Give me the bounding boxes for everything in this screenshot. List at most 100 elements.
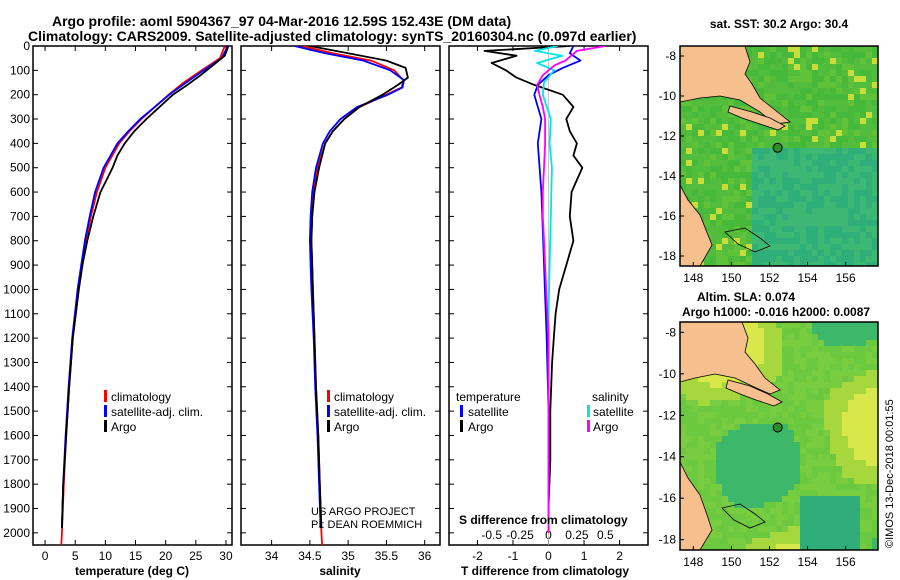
map-cell [782, 400, 788, 406]
map-cell [746, 520, 752, 526]
map-cell [860, 226, 866, 232]
map-cell [812, 250, 818, 256]
map-cell [794, 412, 800, 418]
map-cell [860, 478, 866, 484]
map-cell [806, 322, 812, 328]
map-cell [860, 106, 866, 112]
map-cell [788, 466, 794, 472]
map-cell [746, 244, 752, 250]
map-cell [812, 508, 818, 514]
x-tick-label: 15 [129, 549, 143, 563]
map-cell [860, 520, 866, 526]
map-cell [794, 376, 800, 382]
map-cell [872, 154, 878, 160]
map-cell [848, 418, 854, 424]
map-cell [854, 382, 860, 388]
map-cell [686, 388, 692, 394]
map-cell [800, 346, 806, 352]
map-cell [788, 76, 794, 82]
map-cell [806, 466, 812, 472]
map-cell [800, 328, 806, 334]
map-cell [722, 112, 728, 118]
map-cell [704, 406, 710, 412]
map-cell [692, 460, 698, 466]
map-cell [716, 538, 722, 544]
map-cell [782, 136, 788, 142]
legend-argo-swatch [327, 420, 330, 432]
map-cell [842, 496, 848, 502]
map-cell [866, 130, 872, 136]
map-cell [830, 76, 836, 82]
map-cell [800, 436, 806, 442]
map-cell [866, 406, 872, 412]
map-cell [692, 160, 698, 166]
map-cell [860, 484, 866, 490]
map-cell [692, 166, 698, 172]
map-cell [764, 160, 770, 166]
depth-tick-label: 900 [10, 258, 30, 272]
map-cell [758, 184, 764, 190]
map-cell [728, 226, 734, 232]
map-cell [728, 442, 734, 448]
map-cell [710, 520, 716, 526]
map-cell [812, 322, 818, 328]
map-cell [842, 124, 848, 130]
map-cell [698, 412, 704, 418]
map-cell [800, 238, 806, 244]
map-cell [866, 184, 872, 190]
map-cell [872, 322, 878, 328]
map-cell [842, 484, 848, 490]
map-cell [782, 478, 788, 484]
map-cell [764, 514, 770, 520]
map-cell [800, 496, 806, 502]
map-cell [782, 262, 788, 266]
map-cell [842, 382, 848, 388]
map-cell [806, 100, 812, 106]
map-cell [740, 208, 746, 214]
map-cell [824, 124, 830, 130]
map-cell [710, 526, 716, 532]
map-cell [842, 424, 848, 430]
map-cell [848, 148, 854, 154]
map-cell [830, 400, 836, 406]
map-cell [866, 124, 872, 130]
map-cell [734, 400, 740, 406]
map-cell [806, 220, 812, 226]
map-cell [716, 400, 722, 406]
map-cell [794, 544, 800, 550]
map-cell [818, 106, 824, 112]
map-cell [818, 226, 824, 232]
map-cell [704, 178, 710, 184]
sst-map-frame [679, 45, 879, 267]
map-cell [830, 520, 836, 526]
map-cell [830, 208, 836, 214]
depth-tick-label: 1900 [3, 501, 30, 515]
map-cell [824, 136, 830, 142]
map-cell [764, 322, 770, 328]
map-cell [848, 448, 854, 454]
map-cell [866, 112, 872, 118]
map-cell [698, 100, 704, 106]
map-cell [818, 376, 824, 382]
map-cell [776, 70, 782, 76]
map-cell [824, 496, 830, 502]
map-cell [788, 538, 794, 544]
map-cell [680, 436, 686, 442]
map-cell [776, 52, 782, 58]
map-cell [788, 418, 794, 424]
sla-map-frame [679, 321, 879, 551]
legend-t-argo-swatch [460, 420, 463, 432]
map-cell [794, 508, 800, 514]
map-cell [692, 442, 698, 448]
map-cell [704, 196, 710, 202]
map-cell [806, 352, 812, 358]
map-cell [854, 526, 860, 532]
map-cell [752, 262, 758, 266]
map-cell [872, 118, 878, 124]
map-cell [872, 538, 878, 544]
map-cell [710, 394, 716, 400]
map-cell [800, 166, 806, 172]
map-cell [860, 514, 866, 520]
map-cell [812, 538, 818, 544]
map-cell [770, 454, 776, 460]
